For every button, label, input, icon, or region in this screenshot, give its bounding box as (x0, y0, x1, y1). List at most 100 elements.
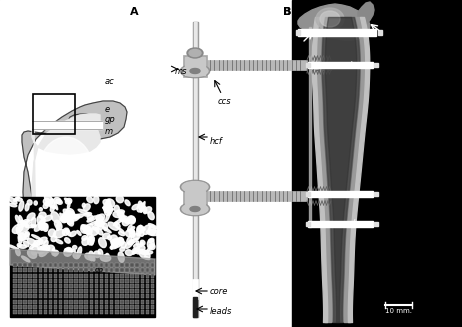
Bar (146, 310, 149, 314)
Ellipse shape (103, 233, 110, 239)
Ellipse shape (54, 251, 58, 256)
Ellipse shape (130, 227, 134, 231)
Ellipse shape (137, 250, 146, 254)
Ellipse shape (120, 216, 125, 221)
Bar (135, 274, 139, 278)
Bar (33, 268, 37, 272)
Ellipse shape (54, 198, 61, 203)
Ellipse shape (108, 204, 111, 215)
Bar (13, 294, 17, 299)
Bar (18, 263, 22, 267)
Bar (79, 310, 83, 314)
Bar (110, 289, 113, 293)
Bar (110, 263, 113, 267)
Ellipse shape (87, 215, 93, 220)
Ellipse shape (63, 209, 70, 215)
Polygon shape (358, 2, 374, 32)
Bar (130, 294, 134, 299)
Bar (64, 263, 67, 267)
Bar (23, 279, 27, 283)
Ellipse shape (107, 200, 110, 203)
Bar (23, 263, 27, 267)
Bar (146, 274, 149, 278)
Ellipse shape (20, 221, 27, 226)
Bar (23, 268, 27, 272)
Bar (74, 305, 78, 309)
Bar (74, 263, 78, 267)
Bar (374, 63, 378, 67)
Bar (185, 191, 205, 205)
Bar (74, 300, 78, 303)
Ellipse shape (67, 219, 73, 224)
Ellipse shape (182, 203, 208, 215)
Bar (38, 294, 42, 299)
Ellipse shape (114, 243, 116, 248)
Bar (69, 294, 73, 299)
Bar (49, 263, 52, 267)
Text: leads: leads (210, 306, 232, 316)
Bar (151, 300, 154, 303)
Bar (54, 268, 57, 272)
Ellipse shape (111, 239, 119, 246)
Ellipse shape (145, 246, 151, 255)
Bar (95, 263, 98, 267)
Text: c: c (350, 190, 355, 198)
Bar (292, 0, 462, 327)
Text: hcf: hcf (210, 136, 223, 146)
Bar (43, 263, 47, 267)
Ellipse shape (125, 250, 133, 256)
Ellipse shape (118, 252, 124, 262)
Bar (105, 300, 108, 303)
Bar (120, 310, 124, 314)
Bar (100, 310, 103, 314)
Bar (38, 279, 42, 283)
Ellipse shape (25, 203, 29, 211)
Ellipse shape (128, 216, 135, 223)
Bar (64, 294, 67, 299)
Ellipse shape (117, 237, 124, 246)
Bar (151, 289, 154, 293)
Bar (90, 268, 93, 272)
Ellipse shape (148, 212, 154, 220)
Bar (374, 222, 378, 226)
Bar (59, 289, 62, 293)
Bar (115, 294, 118, 299)
Ellipse shape (18, 220, 25, 228)
Ellipse shape (27, 238, 37, 246)
Ellipse shape (117, 210, 124, 213)
Ellipse shape (98, 249, 103, 256)
Bar (140, 279, 144, 283)
Bar (23, 274, 27, 278)
Bar (130, 274, 134, 278)
Bar (135, 305, 139, 309)
Bar (64, 268, 67, 272)
Ellipse shape (94, 251, 100, 258)
Ellipse shape (19, 201, 24, 211)
Text: ccs: ccs (218, 97, 231, 107)
Bar (105, 294, 108, 299)
Bar (13, 305, 17, 309)
Ellipse shape (57, 221, 60, 228)
Ellipse shape (85, 253, 92, 260)
Bar (43, 300, 47, 303)
Bar (54, 305, 57, 309)
Ellipse shape (103, 199, 110, 206)
Bar (49, 305, 52, 309)
Bar (125, 310, 129, 314)
Bar (120, 300, 124, 303)
Bar (54, 279, 57, 283)
Ellipse shape (97, 219, 103, 230)
Bar (79, 268, 83, 272)
Ellipse shape (138, 201, 143, 211)
Bar (85, 284, 88, 288)
Ellipse shape (136, 241, 139, 245)
Bar (151, 305, 154, 309)
Bar (194, 22, 196, 317)
Bar (59, 279, 62, 283)
Bar (146, 284, 149, 288)
Bar (90, 279, 93, 283)
Ellipse shape (18, 245, 26, 248)
Ellipse shape (82, 236, 87, 240)
Ellipse shape (145, 207, 152, 213)
Ellipse shape (96, 215, 105, 225)
